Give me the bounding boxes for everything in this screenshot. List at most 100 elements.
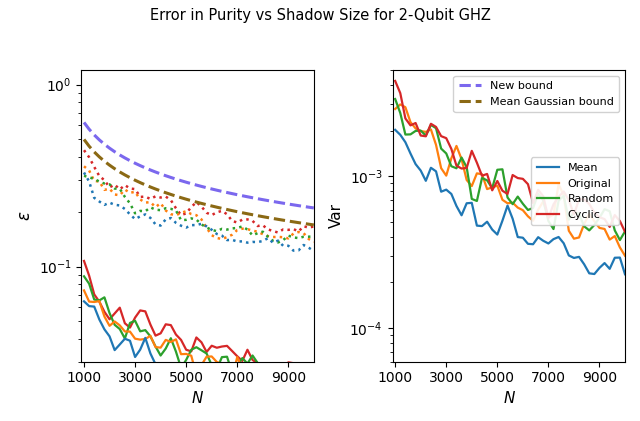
Random bbox=[606, 209, 614, 214]
Cyclic bbox=[534, 187, 542, 192]
Y-axis label: Var: Var bbox=[329, 203, 344, 229]
Original bbox=[601, 226, 609, 232]
Cyclic bbox=[550, 202, 557, 207]
Mean bbox=[493, 232, 501, 237]
Random bbox=[437, 146, 445, 151]
Mean bbox=[391, 127, 399, 132]
Original bbox=[473, 171, 481, 176]
Cyclic bbox=[570, 212, 578, 217]
Cyclic bbox=[575, 197, 583, 202]
X-axis label: N: N bbox=[503, 391, 515, 406]
Mean bbox=[447, 192, 455, 197]
Random bbox=[483, 178, 491, 183]
Cyclic bbox=[406, 123, 414, 128]
Mean bbox=[601, 261, 609, 266]
Mean bbox=[473, 223, 481, 228]
Random bbox=[432, 125, 440, 131]
Random bbox=[478, 176, 486, 181]
Original bbox=[422, 129, 429, 134]
Cyclic bbox=[611, 213, 619, 218]
Mean bbox=[432, 169, 440, 174]
Original bbox=[427, 127, 435, 132]
Random bbox=[488, 186, 496, 191]
Cyclic bbox=[586, 201, 593, 206]
Cyclic bbox=[427, 121, 435, 126]
Cyclic bbox=[483, 171, 491, 176]
Random bbox=[611, 228, 619, 233]
Cyclic bbox=[432, 124, 440, 129]
Random bbox=[447, 164, 455, 169]
Original bbox=[463, 178, 470, 183]
Mean bbox=[499, 218, 506, 223]
Random bbox=[550, 226, 557, 232]
Random bbox=[565, 217, 573, 222]
Mean bbox=[529, 242, 537, 247]
Random bbox=[458, 155, 465, 160]
Mean bbox=[596, 265, 604, 270]
Mean bbox=[458, 213, 465, 218]
Cyclic bbox=[468, 148, 476, 153]
Random bbox=[509, 202, 516, 207]
Cyclic bbox=[606, 224, 614, 229]
Random bbox=[580, 224, 588, 229]
Cyclic bbox=[580, 197, 588, 202]
Line: Mean: Mean bbox=[395, 130, 625, 274]
Original bbox=[483, 187, 491, 192]
Cyclic bbox=[493, 179, 501, 184]
Original bbox=[396, 102, 404, 107]
Original bbox=[616, 245, 624, 250]
Cyclic bbox=[478, 173, 486, 178]
Original bbox=[447, 156, 455, 161]
Mean bbox=[412, 162, 419, 167]
Random bbox=[519, 201, 527, 206]
Mean bbox=[406, 151, 414, 156]
Mean bbox=[550, 237, 557, 242]
Mean bbox=[427, 165, 435, 171]
Mean bbox=[591, 272, 598, 277]
Cyclic bbox=[519, 176, 527, 181]
Mean bbox=[606, 266, 614, 272]
Random bbox=[396, 110, 404, 115]
Original bbox=[611, 234, 619, 239]
Mean bbox=[417, 168, 424, 173]
Line: Original: Original bbox=[395, 104, 625, 256]
Mean bbox=[621, 272, 629, 277]
Cyclic bbox=[621, 229, 629, 234]
Original bbox=[504, 201, 511, 206]
Original bbox=[555, 182, 563, 187]
Original bbox=[519, 208, 527, 213]
Cyclic bbox=[540, 194, 547, 199]
Original bbox=[545, 215, 552, 220]
Cyclic bbox=[437, 133, 445, 139]
Cyclic bbox=[442, 136, 450, 141]
Cyclic bbox=[596, 215, 604, 220]
Random bbox=[534, 191, 542, 196]
Original bbox=[621, 253, 629, 258]
Original bbox=[458, 157, 465, 162]
Original bbox=[406, 120, 414, 125]
Random bbox=[391, 96, 399, 101]
Mean bbox=[468, 200, 476, 205]
Mean bbox=[483, 219, 491, 224]
Original bbox=[586, 211, 593, 216]
Random bbox=[616, 237, 624, 242]
Mean bbox=[565, 253, 573, 258]
Random bbox=[427, 123, 435, 128]
Random bbox=[591, 222, 598, 227]
Mean bbox=[540, 238, 547, 243]
Random bbox=[596, 215, 604, 220]
Mean bbox=[524, 241, 532, 246]
Original bbox=[468, 184, 476, 189]
Mean bbox=[509, 216, 516, 221]
Cyclic bbox=[601, 216, 609, 221]
Cyclic bbox=[458, 166, 465, 171]
Cyclic bbox=[452, 163, 460, 168]
Random bbox=[586, 228, 593, 233]
Original bbox=[514, 205, 522, 210]
Random bbox=[545, 218, 552, 224]
Original bbox=[452, 144, 460, 149]
Mean bbox=[514, 234, 522, 240]
Mean bbox=[545, 241, 552, 246]
Cyclic bbox=[509, 173, 516, 178]
Mean bbox=[396, 132, 404, 137]
